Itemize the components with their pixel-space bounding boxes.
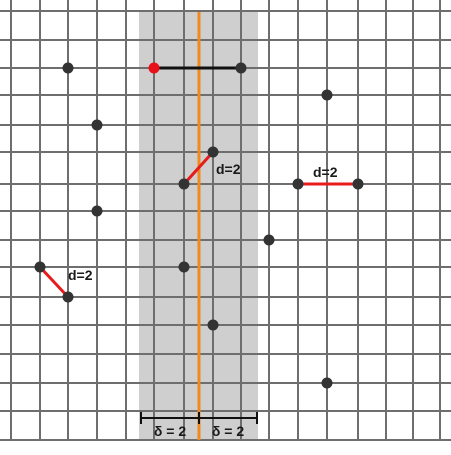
point — [321, 89, 333, 101]
delta-label-left: δ = 2 — [154, 423, 186, 439]
distance-label-right: d=2 — [313, 164, 338, 180]
point — [91, 119, 103, 131]
highlight-point — [148, 62, 160, 74]
point — [34, 261, 46, 273]
delta-markers — [140, 412, 258, 424]
point — [207, 146, 219, 158]
point — [62, 62, 74, 74]
point — [178, 178, 190, 190]
point — [321, 377, 333, 389]
point — [235, 62, 247, 74]
point — [352, 178, 364, 190]
distance-label-center: d=2 — [216, 161, 241, 177]
pair-edge-left — [38, 265, 70, 299]
distance-label-left: d=2 — [68, 267, 93, 283]
point — [62, 291, 74, 303]
point — [91, 205, 103, 217]
point — [178, 261, 190, 273]
point — [292, 178, 304, 190]
points — [34, 62, 364, 389]
delta-label-right: δ = 2 — [212, 423, 244, 439]
pair-edge-center — [182, 150, 215, 186]
point — [263, 234, 275, 246]
point — [207, 319, 219, 331]
